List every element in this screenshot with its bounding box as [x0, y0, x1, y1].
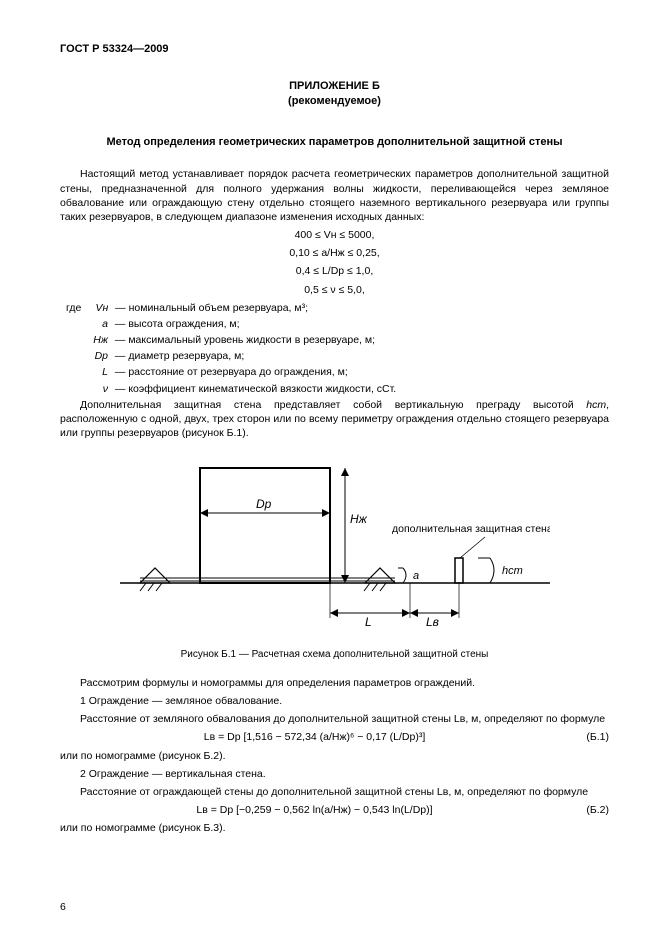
equation-b2-num: (Б.2)	[569, 803, 609, 817]
fig-hzh-label: Hж	[350, 512, 368, 526]
figure-caption: Рисунок Б.1 — Расчетная схема дополнител…	[60, 648, 609, 662]
range-4: 0,5 ≤ ν ≤ 5,0,	[60, 283, 609, 297]
p9: или по номограмме (рисунок Б.3).	[60, 821, 609, 835]
range-2: 0,10 ≤ a/Hж ≤ 0,25,	[60, 246, 609, 260]
where-text-1: — высота ограждения, м;	[115, 318, 240, 330]
fig-wall-label: дополнительная защитная стена	[392, 523, 550, 535]
fig-hct-label: hст	[502, 565, 523, 577]
equation-b2: Lв = Dр [−0,259 − 0,562 ln(a/Hж) − 0,543…	[60, 803, 569, 817]
p6: или по номограмме (рисунок Б.2).	[60, 749, 609, 763]
para-wall-desc: Дополнительная защитная стена представля…	[60, 398, 609, 441]
equation-b1: Lв = Dр [1,516 − 572,34 (a/Hж)⁶ − 0,17 (…	[60, 730, 569, 744]
p3: Рассмотрим формулы и номограммы для опре…	[60, 676, 609, 690]
where-sym-5: ν	[84, 382, 108, 396]
appendix-subtitle: (рекомендуемое)	[60, 94, 609, 109]
figure-svg: hст a Dр Hж дополнительная защитная стен…	[120, 448, 550, 638]
where-line-3: Dр — диаметр резервуара, м;	[84, 349, 609, 363]
where-text-0: — номинальный объем резервуара, м³;	[115, 302, 308, 314]
section-title: Метод определения геометрических парамет…	[60, 135, 609, 150]
where-line-0: где Vн — номинальный объем резервуара, м…	[66, 301, 609, 315]
where-sym-4: L	[84, 365, 108, 379]
figure-b1: hст a Dр Hж дополнительная защитная стен…	[120, 448, 550, 642]
where-text-3: — диаметр резервуара, м;	[115, 350, 244, 362]
p5: Расстояние от земляного обвалования до д…	[60, 712, 609, 726]
fig-dp-label: Dр	[256, 497, 272, 511]
where-sym-2: Hж	[84, 333, 108, 347]
where-sym-3: Dр	[84, 349, 108, 363]
equation-b2-row: Lв = Dр [−0,259 − 0,562 ln(a/Hж) − 0,543…	[60, 803, 609, 817]
para2a: Дополнительная защитная стена представля…	[80, 399, 586, 411]
where-text-5: — коэффициент кинематической вязкости жи…	[115, 383, 396, 395]
where-text-4: — расстояние от резервуара до ограждения…	[115, 366, 348, 378]
where-text-2: — максимальный уровень жидкости в резерв…	[115, 334, 375, 346]
h-ct-symbol: hст	[586, 399, 606, 411]
document-page: ГОСТ Р 53324—2009 ПРИЛОЖЕНИЕ Б (рекоменд…	[0, 0, 661, 936]
where-lead: где	[66, 302, 81, 314]
intro-paragraph: Настоящий метод устанавливает порядок ра…	[60, 167, 609, 224]
where-line-1: a — высота ограждения, м;	[84, 317, 609, 331]
document-header: ГОСТ Р 53324—2009	[60, 42, 609, 57]
where-line-4: L — расстояние от резервуара до огражден…	[84, 365, 609, 379]
where-line-2: Hж — максимальный уровень жидкости в рез…	[84, 333, 609, 347]
p8: Расстояние от ограждающей стены до допол…	[60, 785, 609, 799]
where-sym-1: a	[84, 317, 108, 331]
p7: 2 Ограждение — вертикальная стена.	[60, 767, 609, 781]
appendix-title: ПРИЛОЖЕНИЕ Б	[60, 79, 609, 94]
equation-b1-row: Lв = Dр [1,516 − 572,34 (a/Hж)⁶ − 0,17 (…	[60, 730, 609, 744]
fig-l-label: L	[365, 615, 372, 629]
equation-b1-num: (Б.1)	[569, 730, 609, 744]
p4: 1 Ограждение — земляное обвалование.	[60, 694, 609, 708]
page-number: 6	[60, 900, 66, 914]
where-line-5: ν — коэффициент кинематической вязкости …	[84, 382, 609, 396]
fig-lv-label: Lв	[426, 615, 439, 629]
where-sym-0: Vн	[84, 301, 108, 315]
fig-a-label: a	[413, 570, 419, 582]
range-3: 0,4 ≤ L/Dр ≤ 1,0,	[60, 264, 609, 278]
range-1: 400 ≤ Vн ≤ 5000,	[60, 228, 609, 242]
